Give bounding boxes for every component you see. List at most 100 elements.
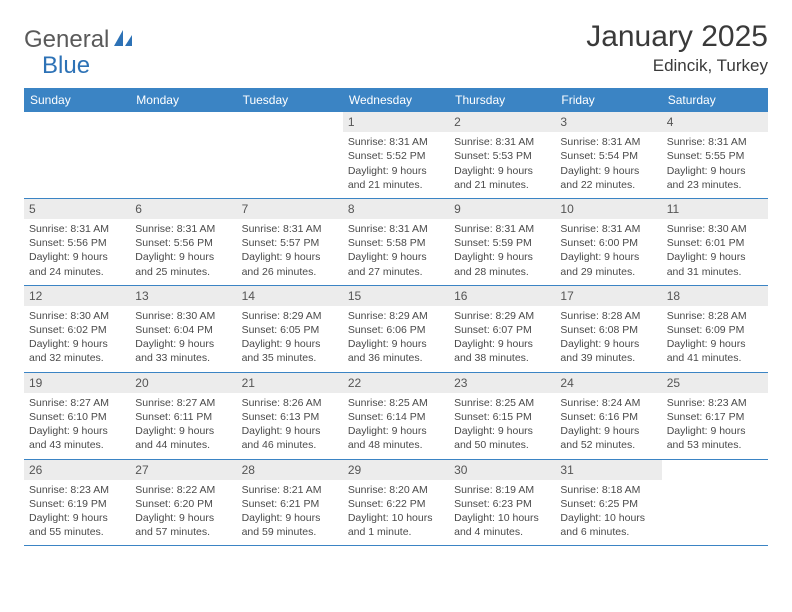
day-cell: 20Sunrise: 8:27 AMSunset: 6:11 PMDayligh… <box>130 373 236 459</box>
day-cell: 16Sunrise: 8:29 AMSunset: 6:07 PMDayligh… <box>449 286 555 372</box>
day-rise: Sunrise: 8:31 AM <box>242 222 338 236</box>
day-number: 27 <box>130 460 236 480</box>
day-cell: 31Sunrise: 8:18 AMSunset: 6:25 PMDayligh… <box>555 460 661 546</box>
day-number: 10 <box>555 199 661 219</box>
day-set: Sunset: 6:09 PM <box>667 323 763 337</box>
brand-sail-icon <box>113 28 135 53</box>
day-body: Sunrise: 8:29 AMSunset: 6:05 PMDaylight:… <box>237 306 343 372</box>
day-day2: and 24 minutes. <box>29 265 125 279</box>
day-set: Sunset: 6:25 PM <box>560 497 656 511</box>
day-day2: and 27 minutes. <box>348 265 444 279</box>
day-day1: Daylight: 9 hours <box>667 250 763 264</box>
day-cell: 17Sunrise: 8:28 AMSunset: 6:08 PMDayligh… <box>555 286 661 372</box>
day-day2: and 46 minutes. <box>242 438 338 452</box>
day-body: Sunrise: 8:21 AMSunset: 6:21 PMDaylight:… <box>237 480 343 546</box>
day-day2: and 41 minutes. <box>667 351 763 365</box>
day-cell: 8Sunrise: 8:31 AMSunset: 5:58 PMDaylight… <box>343 199 449 285</box>
day-day1: Daylight: 9 hours <box>29 337 125 351</box>
day-number: 29 <box>343 460 449 480</box>
day-rise: Sunrise: 8:28 AM <box>667 309 763 323</box>
day-set: Sunset: 5:55 PM <box>667 149 763 163</box>
day-rise: Sunrise: 8:31 AM <box>560 222 656 236</box>
day-day1: Daylight: 9 hours <box>135 250 231 264</box>
day-day1: Daylight: 9 hours <box>242 337 338 351</box>
day-cell: 29Sunrise: 8:20 AMSunset: 6:22 PMDayligh… <box>343 460 449 546</box>
day-day2: and 21 minutes. <box>454 178 550 192</box>
day-day2: and 44 minutes. <box>135 438 231 452</box>
day-rise: Sunrise: 8:29 AM <box>454 309 550 323</box>
day-day2: and 6 minutes. <box>560 525 656 539</box>
day-rise: Sunrise: 8:31 AM <box>348 222 444 236</box>
day-set: Sunset: 5:56 PM <box>135 236 231 250</box>
week-row: 26Sunrise: 8:23 AMSunset: 6:19 PMDayligh… <box>24 460 768 547</box>
calendar-grid: Sunday Monday Tuesday Wednesday Thursday… <box>24 88 768 546</box>
day-body: Sunrise: 8:30 AMSunset: 6:02 PMDaylight:… <box>24 306 130 372</box>
day-number: 7 <box>237 199 343 219</box>
day-number: 25 <box>662 373 768 393</box>
day-day1: Daylight: 9 hours <box>242 250 338 264</box>
weekday-header: Monday <box>130 88 236 112</box>
day-cell: 21Sunrise: 8:26 AMSunset: 6:13 PMDayligh… <box>237 373 343 459</box>
day-day1: Daylight: 9 hours <box>29 511 125 525</box>
day-cell: 18Sunrise: 8:28 AMSunset: 6:09 PMDayligh… <box>662 286 768 372</box>
day-rise: Sunrise: 8:30 AM <box>135 309 231 323</box>
day-body: Sunrise: 8:31 AMSunset: 5:53 PMDaylight:… <box>449 132 555 198</box>
day-body: Sunrise: 8:25 AMSunset: 6:15 PMDaylight:… <box>449 393 555 459</box>
day-day2: and 48 minutes. <box>348 438 444 452</box>
day-day2: and 53 minutes. <box>667 438 763 452</box>
day-rise: Sunrise: 8:27 AM <box>29 396 125 410</box>
day-number: 21 <box>237 373 343 393</box>
day-rise: Sunrise: 8:27 AM <box>135 396 231 410</box>
day-set: Sunset: 6:14 PM <box>348 410 444 424</box>
day-number: 12 <box>24 286 130 306</box>
day-number: 9 <box>449 199 555 219</box>
weekday-header: Thursday <box>449 88 555 112</box>
day-set: Sunset: 6:20 PM <box>135 497 231 511</box>
day-day2: and 39 minutes. <box>560 351 656 365</box>
day-number: 8 <box>343 199 449 219</box>
day-number: 4 <box>662 112 768 132</box>
day-number: 23 <box>449 373 555 393</box>
day-day2: and 26 minutes. <box>242 265 338 279</box>
day-rise: Sunrise: 8:31 AM <box>135 222 231 236</box>
day-day1: Daylight: 9 hours <box>348 250 444 264</box>
day-set: Sunset: 6:17 PM <box>667 410 763 424</box>
day-cell: 22Sunrise: 8:25 AMSunset: 6:14 PMDayligh… <box>343 373 449 459</box>
day-body: Sunrise: 8:18 AMSunset: 6:25 PMDaylight:… <box>555 480 661 546</box>
weekday-header: Sunday <box>24 88 130 112</box>
day-day1: Daylight: 9 hours <box>242 511 338 525</box>
day-day2: and 22 minutes. <box>560 178 656 192</box>
day-set: Sunset: 6:01 PM <box>667 236 763 250</box>
day-number: 14 <box>237 286 343 306</box>
day-day2: and 57 minutes. <box>135 525 231 539</box>
day-day2: and 21 minutes. <box>348 178 444 192</box>
day-cell: 27Sunrise: 8:22 AMSunset: 6:20 PMDayligh… <box>130 460 236 546</box>
day-rise: Sunrise: 8:28 AM <box>560 309 656 323</box>
day-day1: Daylight: 9 hours <box>560 337 656 351</box>
day-body: Sunrise: 8:30 AMSunset: 6:04 PMDaylight:… <box>130 306 236 372</box>
day-body: Sunrise: 8:31 AMSunset: 5:56 PMDaylight:… <box>130 219 236 285</box>
day-day1: Daylight: 9 hours <box>560 250 656 264</box>
day-day2: and 29 minutes. <box>560 265 656 279</box>
day-set: Sunset: 6:07 PM <box>454 323 550 337</box>
day-number: 24 <box>555 373 661 393</box>
day-number: 16 <box>449 286 555 306</box>
day-number: 20 <box>130 373 236 393</box>
day-day2: and 25 minutes. <box>135 265 231 279</box>
day-rise: Sunrise: 8:26 AM <box>242 396 338 410</box>
day-set: Sunset: 6:02 PM <box>29 323 125 337</box>
day-set: Sunset: 5:57 PM <box>242 236 338 250</box>
day-cell <box>130 112 236 198</box>
day-body: Sunrise: 8:31 AMSunset: 6:00 PMDaylight:… <box>555 219 661 285</box>
day-cell <box>237 112 343 198</box>
day-cell: 1Sunrise: 8:31 AMSunset: 5:52 PMDaylight… <box>343 112 449 198</box>
weekday-header: Friday <box>555 88 661 112</box>
day-set: Sunset: 5:52 PM <box>348 149 444 163</box>
day-cell: 11Sunrise: 8:30 AMSunset: 6:01 PMDayligh… <box>662 199 768 285</box>
day-day1: Daylight: 10 hours <box>454 511 550 525</box>
day-cell: 24Sunrise: 8:24 AMSunset: 6:16 PMDayligh… <box>555 373 661 459</box>
day-rise: Sunrise: 8:25 AM <box>454 396 550 410</box>
day-day1: Daylight: 9 hours <box>560 164 656 178</box>
day-day1: Daylight: 9 hours <box>667 164 763 178</box>
brand-name-part2: Blue <box>42 52 90 79</box>
